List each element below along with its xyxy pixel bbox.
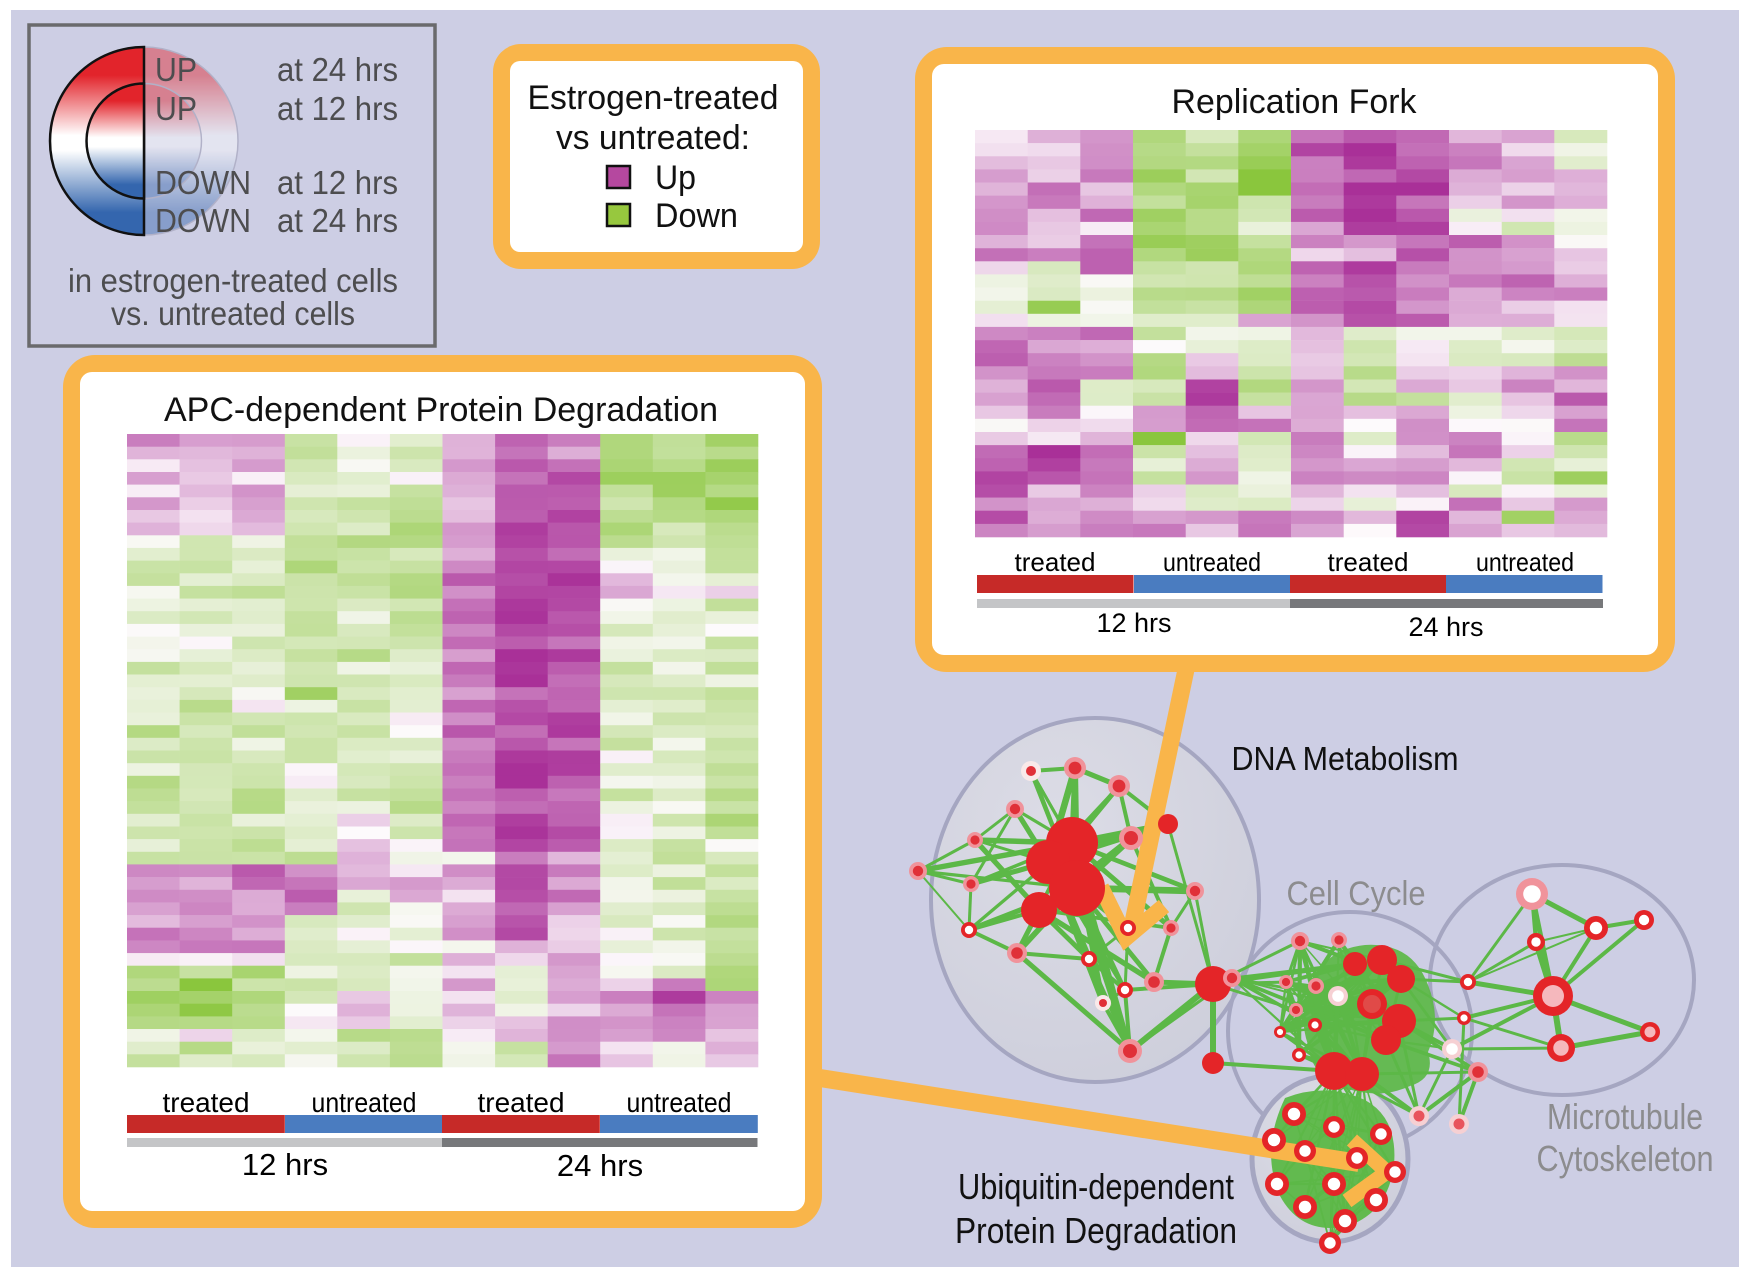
svg-text:treated: treated xyxy=(478,1087,565,1118)
svg-text:24 hrs: 24 hrs xyxy=(1408,612,1483,642)
svg-text:Cell Cycle: Cell Cycle xyxy=(1287,875,1426,913)
svg-text:vs untreated:: vs untreated: xyxy=(556,119,750,157)
svg-text:DOWN: DOWN xyxy=(155,164,251,201)
svg-text:vs. untreated cells: vs. untreated cells xyxy=(111,295,355,332)
svg-text:treated: treated xyxy=(1015,547,1096,577)
svg-text:24 hrs: 24 hrs xyxy=(557,1148,643,1183)
svg-text:at 24 hrs: at 24 hrs xyxy=(277,51,398,88)
svg-text:treated: treated xyxy=(163,1087,250,1118)
svg-text:12 hrs: 12 hrs xyxy=(1096,608,1171,638)
svg-text:Up: Up xyxy=(655,159,696,197)
svg-text:DNA Metabolism: DNA Metabolism xyxy=(1232,740,1459,777)
svg-text:in estrogen-treated cells: in estrogen-treated cells xyxy=(68,262,398,299)
svg-text:Ubiquitin-dependent: Ubiquitin-dependent xyxy=(958,1166,1234,1207)
svg-text:DOWN: DOWN xyxy=(155,202,251,239)
svg-text:at 24 hrs: at 24 hrs xyxy=(277,202,398,239)
svg-text:UP: UP xyxy=(155,51,197,88)
svg-text:Cytoskeleton: Cytoskeleton xyxy=(1537,1138,1714,1179)
svg-text:Microtubule: Microtubule xyxy=(1547,1096,1703,1137)
svg-text:untreated: untreated xyxy=(627,1087,732,1118)
svg-text:untreated: untreated xyxy=(1476,547,1574,577)
svg-text:Protein Degradation: Protein Degradation xyxy=(955,1210,1237,1251)
svg-text:Down: Down xyxy=(655,197,738,235)
svg-text:treated: treated xyxy=(1328,547,1409,577)
svg-text:12 hrs: 12 hrs xyxy=(242,1147,328,1182)
svg-text:at 12 hrs: at 12 hrs xyxy=(277,164,398,201)
svg-text:untreated: untreated xyxy=(312,1087,417,1118)
svg-text:untreated: untreated xyxy=(1163,547,1261,577)
svg-text:APC-dependent Protein Degradat: APC-dependent Protein Degradation xyxy=(164,391,718,429)
svg-text:Estrogen-treated: Estrogen-treated xyxy=(528,79,779,117)
svg-text:UP: UP xyxy=(155,90,197,127)
svg-text:Replication Fork: Replication Fork xyxy=(1172,83,1418,121)
svg-text:at 12 hrs: at 12 hrs xyxy=(277,90,398,127)
